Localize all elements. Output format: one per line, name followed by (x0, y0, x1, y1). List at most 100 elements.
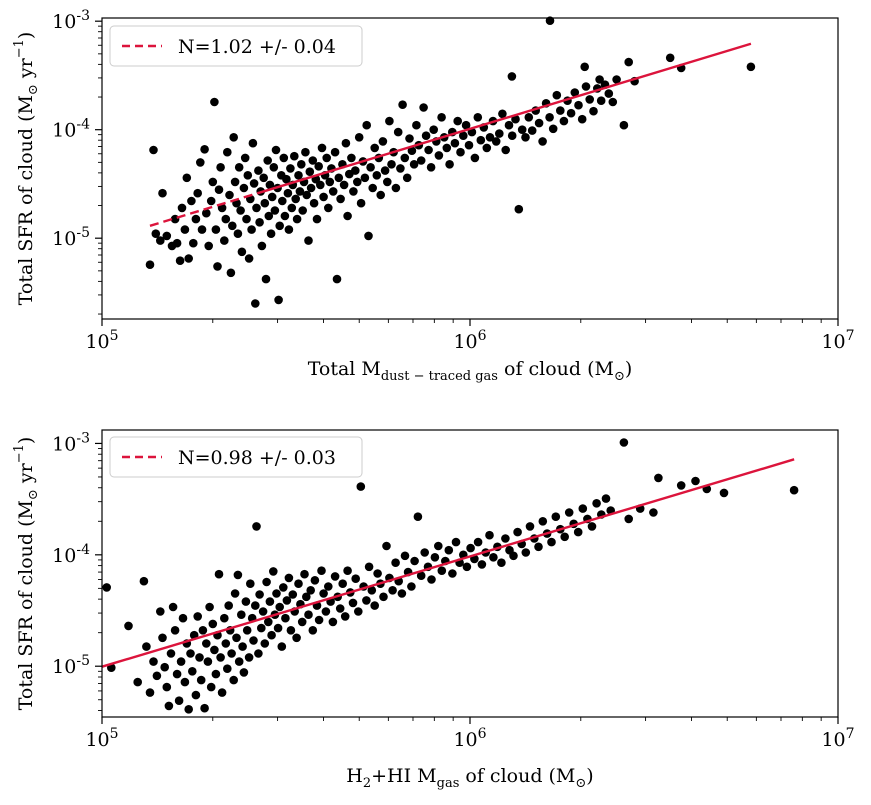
data-point (353, 177, 362, 187)
data-point (464, 140, 474, 150)
data-point (560, 532, 569, 542)
data-point (448, 569, 457, 578)
data-point (564, 508, 574, 517)
data-point (248, 138, 258, 148)
data-point (473, 113, 483, 122)
data-point (691, 476, 700, 486)
y-axis: 10-5 10-4 10-3 (52, 430, 102, 711)
data-point (227, 649, 236, 658)
data-point (261, 274, 271, 284)
data-point (319, 589, 328, 598)
data-point (208, 619, 218, 629)
data-point (263, 156, 273, 165)
data-point (328, 617, 338, 627)
data-point (354, 607, 363, 616)
data-point (151, 229, 161, 238)
data-point (434, 151, 444, 160)
data-point (187, 196, 196, 206)
data-point (234, 163, 244, 172)
data-point (517, 125, 527, 134)
data-point (351, 574, 361, 583)
data-point (534, 542, 543, 552)
data-point (507, 131, 517, 140)
data-point (538, 137, 547, 146)
data-point (286, 164, 295, 173)
data-point (462, 562, 472, 572)
data-point (168, 602, 178, 612)
data-point (379, 592, 388, 602)
data-point (178, 613, 188, 623)
data-point (450, 138, 460, 148)
data-point (336, 194, 345, 204)
data-point (139, 576, 149, 586)
bottom-panel: 105 106 107 10-5 10-4 10-3 Total SFR of cloud … (12, 429, 855, 791)
legend-box (109, 436, 363, 478)
data-point (382, 541, 391, 551)
data-point (251, 601, 260, 610)
data-point (241, 597, 251, 606)
data-point (589, 106, 598, 116)
data-point (514, 204, 524, 214)
data-point (271, 145, 281, 155)
data-point (485, 530, 494, 540)
data-point (372, 171, 382, 180)
data-point (511, 114, 520, 124)
data-point (255, 590, 264, 599)
y-tick-label: 10-5 (52, 653, 90, 678)
data-point (242, 214, 251, 224)
data-point (196, 158, 205, 167)
data-point (254, 649, 263, 658)
data-point (170, 626, 180, 635)
data-point (297, 160, 306, 169)
scatter-points (102, 438, 799, 714)
data-point (485, 133, 495, 142)
data-point (233, 570, 243, 580)
data-point (427, 575, 436, 584)
data-point (265, 180, 275, 190)
data-point (145, 688, 155, 697)
data-point (347, 153, 356, 163)
data-point (176, 657, 186, 666)
data-point (277, 642, 287, 651)
data-point (287, 203, 297, 213)
data-point (164, 701, 174, 711)
data-point (234, 657, 244, 666)
data-point (191, 214, 201, 224)
data-point (257, 241, 267, 251)
data-point (398, 100, 407, 109)
data-point (214, 185, 224, 194)
data-point (158, 633, 167, 643)
data-point (266, 229, 276, 238)
data-point (282, 596, 292, 605)
data-point (279, 583, 288, 592)
data-point (258, 607, 268, 616)
data-point (592, 499, 601, 508)
data-point (566, 108, 576, 118)
data-point (343, 566, 352, 575)
data-point (230, 177, 240, 187)
data-point (556, 106, 565, 115)
y-tick-label: 10-5 (52, 225, 90, 250)
data-point (166, 649, 176, 658)
data-point (746, 62, 756, 72)
data-point (158, 188, 167, 198)
data-point (383, 177, 392, 187)
data-point (257, 623, 266, 633)
data-point (292, 633, 301, 643)
data-point (348, 598, 358, 608)
data-point (366, 163, 375, 172)
data-point (175, 256, 185, 266)
data-point (260, 198, 270, 208)
data-point (412, 120, 421, 130)
data-point (172, 669, 182, 679)
data-point (521, 548, 531, 557)
data-point (279, 153, 289, 163)
data-point (260, 639, 270, 648)
data-point (226, 268, 236, 278)
data-point (351, 166, 360, 175)
data-point (275, 602, 285, 612)
data-point (246, 579, 255, 588)
data-point (162, 231, 172, 241)
data-point (242, 626, 252, 635)
